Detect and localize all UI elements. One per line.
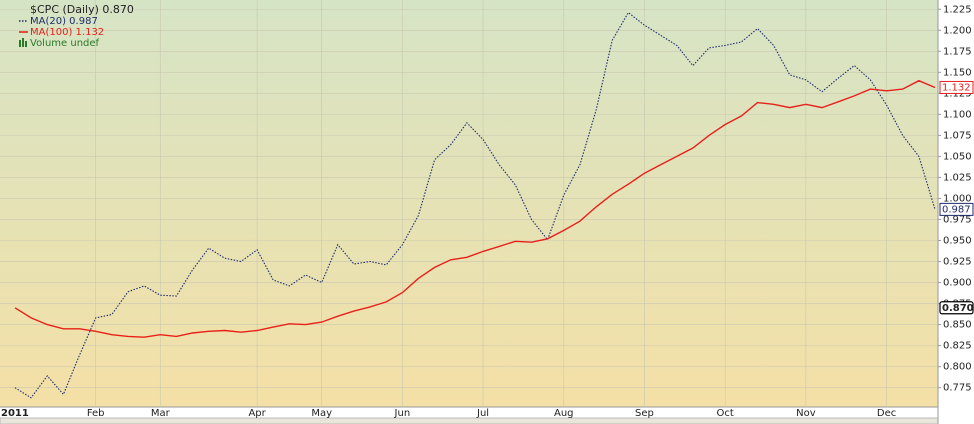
y-tick-label: 0.825 [943,341,972,352]
x-tick-label: Aug [554,408,574,419]
series-line [14,79,936,338]
y-tick-label: 1.050 [943,151,972,162]
legend-label: MA(100) 1.132 [30,27,104,38]
y-tick-label: 0.775 [943,383,972,394]
plot-area [0,0,938,407]
price-label: 0.870 [942,303,974,314]
x-tick-label: Feb [87,408,105,419]
series-line [14,11,936,399]
legend-title: $CPC (Daily) 0.870 [30,3,134,16]
y-tick-label: 0.900 [943,278,972,289]
y-tick-label: 1.175 [943,46,972,57]
y-tick-label: 1.200 [943,25,972,36]
y-tick-label: 0.850 [943,320,972,331]
x-tick-label: Nov [796,408,816,419]
last-value-label: 1.132 [942,82,971,93]
x-tick-label: Jul [476,408,489,419]
y-tick-label: 1.025 [943,172,972,183]
y-tick-label: 1.075 [943,130,972,141]
volume-icon [19,38,27,47]
last-value-box [939,80,974,94]
x-tick-label: Jun [394,408,411,419]
y-tick-label: 1.100 [943,109,972,120]
y-tick-label: 1.150 [943,67,972,78]
x-tick-label: Apr [248,408,266,419]
last-value-label: 0.987 [942,204,971,215]
last-value-box [939,202,974,216]
x-tick-label: Sep [635,408,654,419]
legend-label: MA(20) 0.987 [30,16,98,27]
y-tick-label: 1.225 [943,4,972,15]
y-tick-label: 0.975 [943,214,972,225]
price-box [939,301,974,315]
legend-volume: Volume undef [30,38,100,49]
x-tick-label: 2011 [1,408,29,419]
y-tick-label: 0.800 [943,362,972,373]
x-tick-label: Mar [151,408,171,419]
y-tick-label: 1.000 [943,193,972,204]
y-tick-label: 0.925 [943,257,972,268]
y-tick-label: 0.950 [943,236,972,247]
x-tick-label: Oct [717,408,734,419]
x-tick-label: May [311,408,332,419]
x-tick-label: Dec [877,408,896,419]
